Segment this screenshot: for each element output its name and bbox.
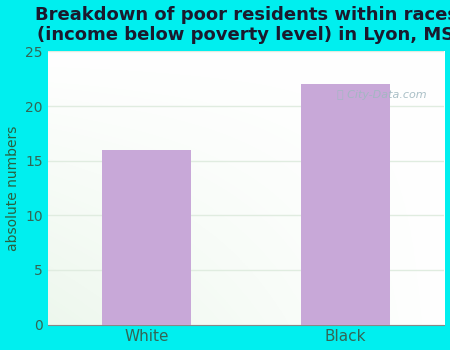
Bar [301, 84, 390, 324]
Y-axis label: absolute numbers: absolute numbers [5, 125, 19, 251]
Title: Breakdown of poor residents within races
(income below poverty level) in Lyon, M: Breakdown of poor residents within races… [35, 6, 450, 44]
Text: ⓘ City-Data.com: ⓘ City-Data.com [338, 90, 427, 100]
Bar [102, 150, 191, 324]
